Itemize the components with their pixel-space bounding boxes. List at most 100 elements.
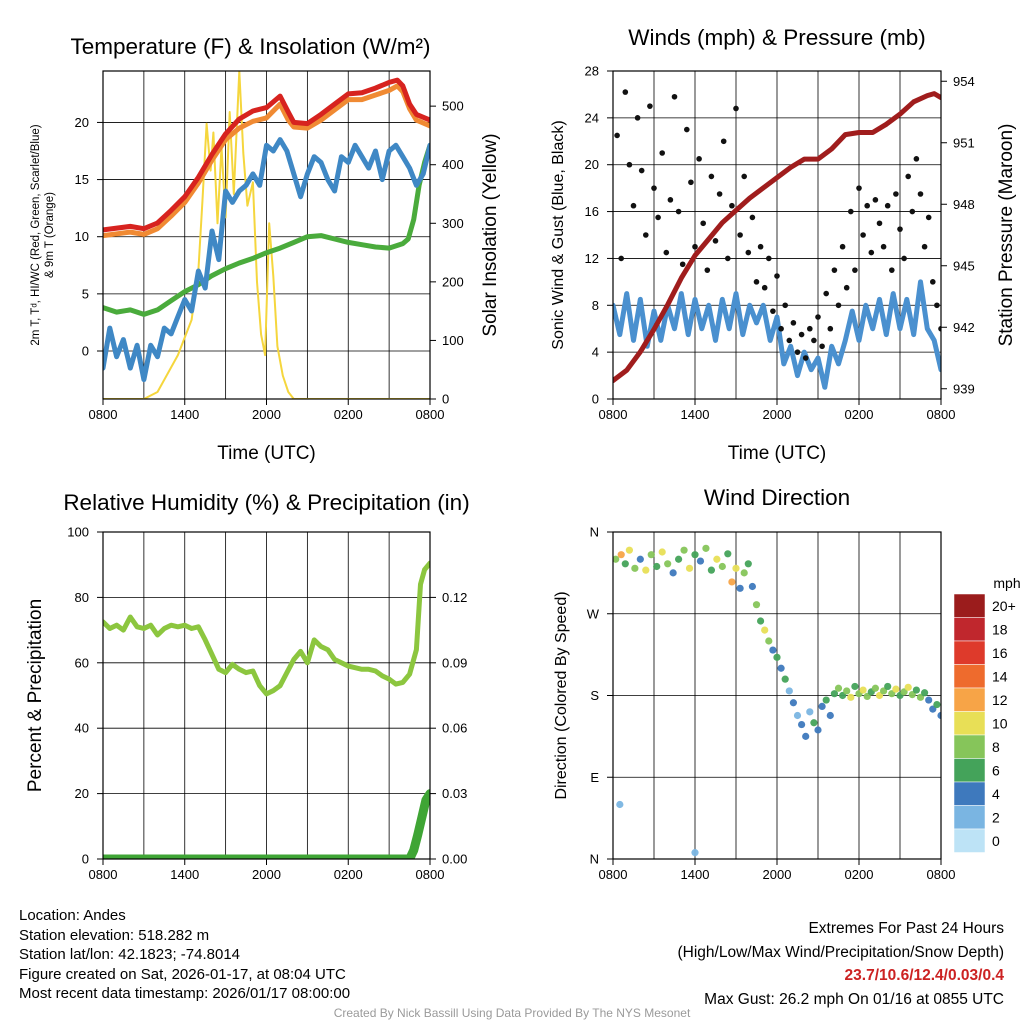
direction-point [921, 689, 929, 697]
extremes-title: Extremes For Past 24 Hours [808, 920, 1004, 937]
direction-point [851, 682, 859, 691]
temperature-panel: 0800 1400 2000 0200 080005101520Temperature … [30, 34, 501, 464]
gust-point [905, 173, 911, 180]
gust-point [901, 255, 907, 262]
gust-point [778, 325, 784, 332]
gust-point [630, 202, 637, 209]
direction-point [843, 687, 851, 695]
gust-point [766, 255, 772, 262]
plot-area [613, 89, 941, 390]
gust-point [626, 161, 633, 168]
x-tick-label: 0200 [845, 867, 874, 882]
gust-point [638, 167, 645, 174]
gust-point [643, 232, 649, 238]
direction-point [773, 653, 781, 661]
direction-point [830, 690, 839, 698]
direction-point [781, 675, 789, 683]
gust-point [880, 243, 887, 250]
gust-point [852, 267, 858, 273]
plot-border [102, 70, 431, 400]
y-tick-label: N [590, 852, 599, 867]
gust-point [798, 331, 805, 338]
gust-point [872, 197, 879, 203]
gust-point [884, 202, 891, 209]
station-elevation: Station elevation: 518.282 m [19, 926, 210, 944]
y-tick-label: N [590, 525, 599, 540]
dewpoint-series [103, 142, 430, 317]
colorbar-swatch [953, 640, 986, 665]
gust-point [733, 105, 739, 112]
direction-point [752, 601, 761, 609]
x-tick-label: 0200 [334, 407, 363, 422]
x-tick-label: 2000 [252, 867, 281, 882]
gust-point [712, 238, 719, 244]
direction-point [631, 564, 639, 572]
colorbar-swatch [953, 734, 986, 759]
colorbar-title: mph [993, 575, 1020, 591]
direction-point [822, 696, 830, 704]
plot-area [613, 544, 941, 857]
direction-point [937, 711, 941, 720]
station-info: Location: Andes Station elevation: 518.2… [19, 906, 350, 1004]
y2-tick-label: 954 [953, 74, 975, 89]
colorbar-swatch [953, 664, 986, 689]
gust-point [909, 208, 916, 215]
direction-point [621, 560, 629, 568]
direction-point [636, 555, 644, 563]
y-tick-label: 100 [67, 525, 89, 540]
x-axis-label: Time (UTC) [217, 443, 316, 464]
y-tick-label: 20 [75, 786, 89, 801]
colorbar-swatch [953, 687, 986, 712]
gust-point [860, 232, 866, 238]
chart-title: Wind Direction [704, 485, 850, 510]
colorbar-label: 0 [992, 833, 1000, 849]
direction-point [925, 696, 933, 704]
direction-point [761, 626, 769, 634]
gust-point [782, 302, 788, 309]
gust-point [692, 243, 698, 250]
colorbar: mph 20+ 18 16 14 12 10 8 6 4 2 0 [953, 575, 1021, 853]
x-tick-label: 0800 [927, 407, 956, 422]
gust-point [786, 337, 793, 344]
y-tick-label: 4 [592, 345, 599, 360]
colorbar-swatch [953, 758, 986, 783]
y-tick-label: 24 [585, 110, 599, 125]
y-tick-label: 40 [75, 721, 89, 736]
y-axis-label: 2m T, Tᵈ, HI/WC (Red, Green, Scarlet/Blu… [30, 124, 42, 345]
gust-point [856, 185, 862, 191]
direction-point [707, 566, 716, 574]
direction-point [892, 685, 900, 693]
station-location: Location: Andes [19, 907, 126, 924]
y2-tick-label: 939 [953, 381, 975, 396]
y-tick-label: 10 [75, 229, 89, 244]
direction-point [675, 555, 683, 563]
colorbar-label: 2 [992, 809, 1000, 825]
colorbar-label: 4 [992, 786, 1000, 802]
gust-point [634, 115, 641, 121]
gust-point [618, 255, 624, 262]
gust-point [655, 214, 661, 221]
y-tick-label: 12 [585, 251, 599, 266]
direction-point [834, 684, 843, 692]
gust-point [704, 267, 711, 273]
recent-timestamp: Most recent data timestamp: 2026/01/17 0… [19, 985, 351, 1003]
relative-humidity-series [103, 560, 430, 697]
gust-point [876, 220, 883, 227]
plot-area [103, 71, 430, 399]
direction-point [691, 849, 699, 857]
direction-point [871, 684, 880, 692]
x-tick-label: 0800 [927, 867, 956, 882]
direction-point [680, 546, 688, 554]
y-tick-label: 15 [75, 172, 89, 187]
direction-point [713, 555, 721, 563]
y-tick-label: 20 [75, 115, 89, 130]
x-tick-label: 2000 [763, 407, 792, 422]
gust-point [794, 349, 801, 355]
station-latlon: Station lat/lon: 42.1823; -74.8014 [19, 946, 241, 964]
direction-point [793, 711, 802, 720]
direction-point [806, 708, 814, 716]
figure-created: Figure created on Sat, 2026-01-17, at 08… [19, 965, 346, 983]
y-tick-label: 60 [75, 655, 89, 670]
gust-point [835, 302, 842, 309]
